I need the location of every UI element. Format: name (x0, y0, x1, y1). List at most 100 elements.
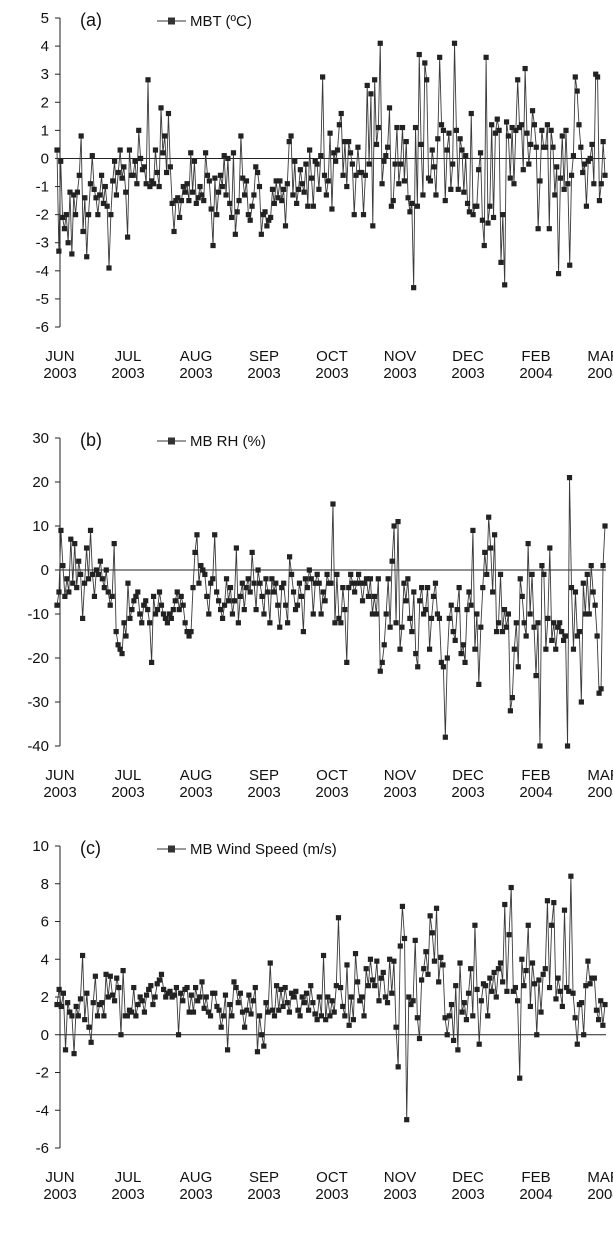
data-point (193, 200, 199, 206)
data-point (173, 984, 180, 991)
data-point (410, 998, 416, 1004)
data-point (600, 1022, 606, 1028)
data-point (532, 981, 538, 987)
data-point (292, 607, 299, 613)
data-point (333, 983, 339, 989)
data-point (82, 1017, 88, 1023)
y-tick-label: -5 (36, 291, 49, 308)
data-point (536, 977, 542, 983)
data-point (219, 183, 225, 190)
data-point (357, 998, 363, 1004)
panel-c: -6-4-20246810JUN2003JUL2003AUG2003SEP200… (32, 838, 613, 1203)
x-tick-label-month: AUG (180, 1169, 213, 1186)
data-point (355, 144, 361, 150)
data-point (99, 576, 105, 582)
x-tick-label-month: FEB (521, 767, 550, 784)
data-point (111, 541, 117, 547)
y-tick-label: -6 (36, 319, 49, 336)
data-point (453, 127, 459, 133)
data-point (513, 127, 519, 133)
data-point (85, 212, 92, 218)
data-point (148, 983, 154, 989)
data-point (320, 952, 327, 959)
data-point (555, 975, 561, 981)
data-point (62, 1047, 69, 1053)
data-point (291, 994, 297, 1000)
data-point (275, 195, 281, 201)
data-point (143, 992, 150, 998)
data-point (312, 1011, 318, 1017)
data-point (572, 1015, 578, 1021)
data-point (124, 234, 131, 240)
data-point (407, 615, 413, 621)
data-point (214, 589, 220, 595)
data-point (254, 1049, 261, 1055)
data-point (505, 611, 512, 617)
legend-marker (168, 17, 175, 25)
x-tick-label-year: 2003 (43, 365, 76, 382)
data-point (200, 567, 206, 573)
data-point (150, 1001, 156, 1008)
data-point (416, 1035, 423, 1042)
data-point (495, 620, 502, 626)
x-tick-label-month: JUN (45, 1169, 74, 1186)
data-point (259, 1032, 265, 1038)
data-point (293, 988, 299, 994)
x-tick-label-year: 2004 (519, 365, 552, 382)
data-point (361, 1013, 367, 1019)
data-point (587, 155, 593, 162)
data-point (529, 960, 536, 966)
data-point (586, 611, 592, 617)
data-point (310, 1000, 316, 1006)
data-point (455, 186, 461, 192)
data-point (482, 549, 488, 555)
data-point (476, 167, 482, 173)
x-tick-label-month: OCT (316, 348, 348, 365)
data-point (126, 147, 133, 153)
data-point (444, 147, 450, 153)
data-point (548, 127, 554, 133)
data-point (427, 913, 433, 919)
data-point (442, 1015, 448, 1021)
data-point (408, 1001, 414, 1008)
data-point (477, 150, 484, 156)
data-point (423, 607, 429, 613)
data-point (596, 690, 602, 696)
panel-a: -6-5-4-3-2-1012345JUN2003JUL2003AUG2003S… (36, 10, 613, 382)
y-tick-label: -6 (36, 1140, 49, 1157)
data-point (186, 197, 192, 204)
data-point (539, 127, 545, 133)
data-point (114, 975, 120, 981)
data-point (174, 589, 180, 595)
data-point (464, 607, 470, 613)
data-point (427, 178, 433, 184)
data-point (442, 197, 448, 204)
y-tick-label: 2 (41, 989, 49, 1006)
data-point (259, 593, 265, 599)
data-point (130, 172, 136, 178)
data-point (75, 1013, 81, 1019)
data-point (218, 1024, 224, 1030)
data-point (133, 593, 139, 599)
data-point (487, 975, 493, 981)
x-tick-label-month: JUN (45, 767, 74, 784)
data-point (494, 116, 500, 122)
data-point (397, 646, 403, 652)
data-point (344, 659, 350, 665)
data-point (182, 189, 188, 195)
data-point (504, 988, 510, 994)
data-point (243, 585, 249, 591)
data-point (523, 633, 529, 639)
data-point (501, 607, 508, 613)
data-point (325, 994, 331, 1000)
data-point (503, 624, 510, 630)
data-point (143, 181, 149, 187)
data-point (391, 958, 397, 964)
data-point (260, 212, 266, 218)
data-point (306, 567, 312, 573)
data-point (334, 147, 341, 153)
data-point (416, 51, 422, 58)
data-point (261, 611, 267, 617)
data-point (308, 175, 315, 181)
